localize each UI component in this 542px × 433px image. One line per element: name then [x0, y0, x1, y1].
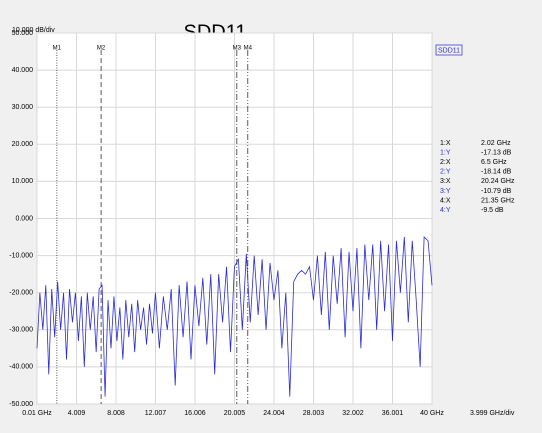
marker-table-value: -10.79 dB [481, 188, 512, 195]
marker-table-value: -9.5 dB [481, 207, 504, 214]
x-tick-label: 0.01 GHz [22, 410, 52, 417]
y-tick-label: 50.000 [12, 30, 34, 37]
marker-table-value: -17.13 dB [481, 149, 512, 156]
x-tick-label: 8.008 [107, 410, 125, 417]
x-tick-label: 4.009 [68, 410, 86, 417]
marker-table-value: 6.5 GHz [481, 159, 507, 166]
x-tick-label: 12.007 [145, 410, 167, 417]
marker-table-label: 4:Y [440, 207, 451, 214]
marker-table-value: -18.14 dB [481, 169, 512, 176]
marker-table-label: 1:X [440, 140, 451, 147]
marker-label: M3 [233, 46, 242, 52]
y-tick-label: 40.000 [12, 67, 34, 74]
legend-label: SDD11 [438, 47, 460, 54]
y-tick-label: 20.000 [12, 141, 34, 148]
marker-label: M2 [97, 46, 106, 52]
marker-label: M1 [53, 46, 62, 52]
y-tick-label: -30.000 [9, 327, 33, 334]
x-tick-label: 36.001 [382, 410, 404, 417]
y-tick-label: -20.000 [9, 290, 33, 297]
marker-table-label: 3:X [440, 178, 451, 185]
marker-table-label: 1:Y [440, 149, 451, 156]
marker-table-label: 3:Y [440, 188, 451, 195]
x-tick-label: 20.005 [224, 410, 246, 417]
trace-line [36, 236, 433, 397]
x-scale-label: 3.999 GHz/div [470, 410, 515, 417]
marker-table-label: 2:X [440, 159, 451, 166]
y-tick-label: 10.000 [12, 178, 34, 185]
marker-table-value: 21.35 GHz [481, 197, 515, 204]
legend-box [435, 44, 463, 56]
x-tick-label: 16.006 [184, 410, 206, 417]
y-tick-label: 0.000 [15, 215, 33, 222]
marker-table-value: 2.02 GHz [481, 140, 511, 147]
marker-table-label: 2:Y [440, 169, 451, 176]
y-scale-label: 10.000 dB/div [12, 27, 55, 34]
y-tick-label: -50.000 [9, 401, 33, 408]
x-tick-label: 40 GHz [420, 410, 444, 417]
y-tick-label: 30.000 [12, 104, 34, 111]
x-tick-label: 24.004 [263, 410, 285, 417]
marker-table-label: 4:X [440, 197, 451, 204]
x-tick-label: 32.002 [342, 410, 364, 417]
x-tick-label: 28.003 [303, 410, 325, 417]
marker-label: M4 [244, 46, 253, 52]
marker-table-value: 20.24 GHz [481, 178, 515, 185]
y-tick-label: -40.000 [9, 364, 33, 371]
y-tick-label: -10.000 [9, 252, 33, 259]
